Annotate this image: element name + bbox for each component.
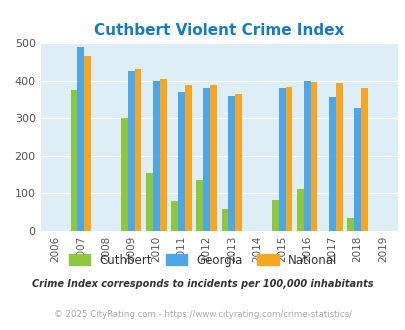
Bar [70, 90, 77, 231]
Legend: Cuthbert, Georgia, National: Cuthbert, Georgia, National [65, 250, 340, 270]
Bar [178, 92, 184, 231]
Bar [285, 87, 292, 231]
Bar [171, 201, 178, 231]
Bar [296, 189, 303, 231]
Bar [153, 81, 159, 231]
Bar [221, 209, 228, 231]
Bar [310, 82, 317, 231]
Bar [278, 88, 285, 231]
Bar [335, 83, 342, 231]
Bar [159, 79, 166, 231]
Bar [134, 69, 141, 231]
Bar [271, 200, 278, 231]
Bar [234, 94, 241, 231]
Text: © 2025 CityRating.com - https://www.cityrating.com/crime-statistics/: © 2025 CityRating.com - https://www.city… [54, 310, 351, 319]
Bar [146, 173, 153, 231]
Bar [128, 71, 134, 231]
Bar [209, 85, 216, 231]
Bar [184, 85, 191, 231]
Bar [347, 218, 353, 231]
Bar [121, 118, 128, 231]
Title: Cuthbert Violent Crime Index: Cuthbert Violent Crime Index [94, 22, 343, 38]
Bar [303, 81, 310, 231]
Text: Crime Index corresponds to incidents per 100,000 inhabitants: Crime Index corresponds to incidents per… [32, 279, 373, 289]
Bar [353, 108, 360, 231]
Bar [228, 96, 234, 231]
Bar [328, 97, 335, 231]
Bar [196, 180, 203, 231]
Bar [84, 56, 91, 231]
Bar [203, 88, 209, 231]
Bar [360, 88, 367, 231]
Bar [77, 47, 84, 231]
